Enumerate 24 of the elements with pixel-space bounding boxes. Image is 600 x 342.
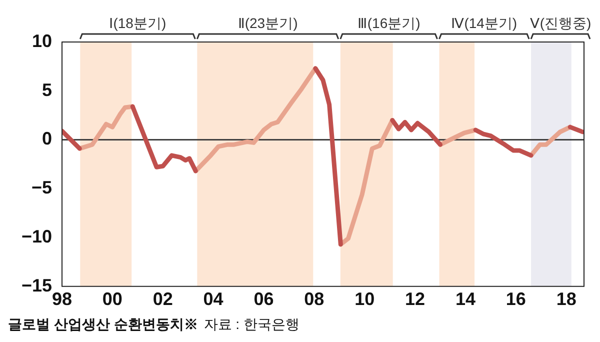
y-tick-label: −15 (21, 275, 52, 296)
text: 자료 : 한국은행 (204, 316, 300, 332)
band-label: Ⅳ(14분기) (451, 14, 518, 31)
band-label: Ⅴ(진행중) (530, 14, 592, 31)
y-tick-label: −10 (21, 226, 52, 246)
band-label: Ⅲ(16분기) (357, 14, 420, 31)
x-tick-label: 02 (152, 289, 173, 310)
x-tick-label: 04 (203, 289, 224, 310)
y-tick-label: 0 (42, 128, 52, 149)
x-tick-label: 98 (52, 289, 72, 310)
x-tick-label: 08 (304, 289, 324, 310)
band-label: Ⅱ(23분기) (238, 14, 298, 31)
y-tick-label: 5 (42, 80, 52, 100)
x-tick-label: 12 (405, 289, 426, 310)
y-tick-label: 10 (32, 30, 52, 51)
x-tick-label: 00 (102, 289, 122, 310)
y-tick-label: −5 (31, 178, 52, 198)
x-tick-label: 18 (556, 289, 576, 310)
band-label: Ⅰ(18분기) (109, 14, 166, 31)
x-tick-label: 16 (506, 289, 526, 310)
x-tick-label: 14 (455, 289, 476, 310)
text: 글로벌 산업생산 순환변동치※ (8, 316, 198, 332)
x-tick-label: 10 (354, 289, 375, 310)
x-tick-label: 06 (254, 289, 274, 310)
